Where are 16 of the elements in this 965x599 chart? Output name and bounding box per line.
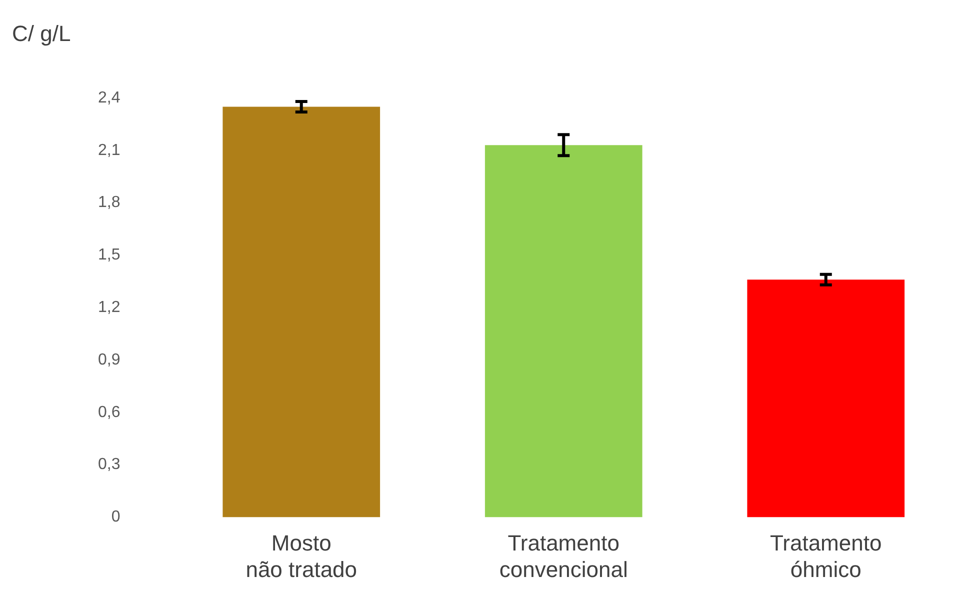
x-tick-label: Tratamento convencional xyxy=(499,530,628,582)
bar xyxy=(747,280,905,518)
y-tick-label: 0 xyxy=(111,508,120,526)
x-tick-label: Tratamento óhmico xyxy=(770,530,882,582)
y-tick-label: 2,4 xyxy=(98,89,120,106)
bar xyxy=(484,145,642,518)
y-tick-label: 0,9 xyxy=(98,351,120,368)
bar xyxy=(222,106,380,518)
y-tick-label: 1,2 xyxy=(98,299,120,316)
y-axis-title: C/ g/L xyxy=(12,21,71,46)
y-tick-label: 0,3 xyxy=(98,456,120,474)
y-tick-label: 2,1 xyxy=(98,142,120,159)
y-tick-label: 1,8 xyxy=(98,194,120,212)
y-tick-label: 0,6 xyxy=(98,404,120,421)
x-tick-label: Mosto não tratado xyxy=(246,530,358,582)
y-tick-label: 1,5 xyxy=(98,246,120,264)
